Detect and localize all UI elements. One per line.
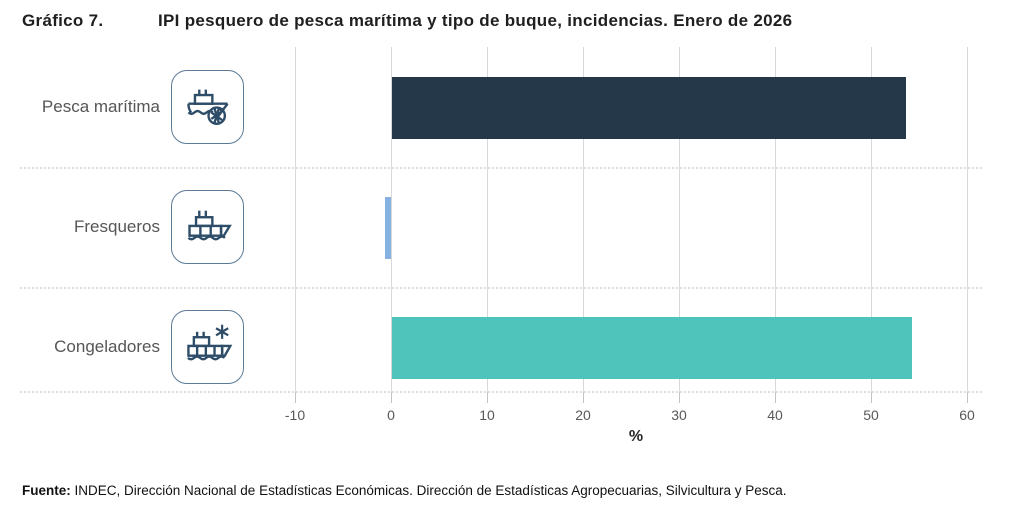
x-tick bbox=[679, 392, 680, 403]
x-axis-title: % bbox=[628, 428, 644, 445]
x-tick-label: 50 bbox=[863, 407, 879, 423]
x-gridline bbox=[871, 47, 872, 392]
row-separator bbox=[20, 287, 982, 289]
row-separator bbox=[20, 391, 982, 393]
fishing-ship-net-icon bbox=[171, 70, 244, 144]
x-tick-label: 10 bbox=[479, 407, 495, 423]
x-tick bbox=[871, 392, 872, 403]
x-gridline bbox=[583, 47, 584, 392]
chart-title: IPI pesquero de pesca marítima y tipo de… bbox=[158, 11, 793, 30]
category-label-fresqueros: Fresqueros bbox=[74, 217, 160, 236]
x-tick bbox=[583, 392, 584, 403]
x-tick bbox=[967, 392, 968, 403]
x-tick-label: 30 bbox=[671, 407, 687, 423]
bar-pesca-maritima bbox=[391, 76, 907, 139]
x-tick bbox=[487, 392, 488, 403]
x-gridline bbox=[487, 47, 488, 392]
x-gridline bbox=[295, 47, 296, 392]
x-gridline bbox=[967, 47, 968, 392]
fresh-ship-icon bbox=[171, 190, 244, 264]
category-label-pesca-maritima: Pesca marítima bbox=[41, 97, 160, 116]
source-note: Fuente: INDEC, Dirección Nacional de Est… bbox=[22, 483, 787, 498]
category-label-congeladores: Congeladores bbox=[54, 337, 160, 356]
x-gridline bbox=[679, 47, 680, 392]
x-tick-label: -10 bbox=[284, 407, 306, 423]
x-tick bbox=[391, 392, 392, 403]
x-tick-label: 0 bbox=[387, 407, 395, 423]
x-tick-label: 20 bbox=[575, 407, 591, 423]
x-tick-label: 40 bbox=[767, 407, 783, 423]
x-gridline bbox=[775, 47, 776, 392]
figure-number: Gráfico 7. bbox=[22, 11, 104, 30]
x-tick bbox=[295, 392, 296, 403]
bar-fresqueros bbox=[385, 196, 391, 259]
row-separator bbox=[20, 167, 982, 169]
x-tick bbox=[775, 392, 776, 403]
snowflake-glyph bbox=[214, 324, 229, 339]
source-text: INDEC, Dirección Nacional de Estadística… bbox=[70, 483, 787, 498]
source-prefix: Fuente: bbox=[22, 483, 71, 498]
freezer-ship-snowflake-icon bbox=[171, 310, 244, 384]
x-tick-label: 60 bbox=[959, 407, 975, 423]
x-gridline bbox=[391, 47, 392, 392]
bar-congeladores bbox=[391, 316, 912, 379]
